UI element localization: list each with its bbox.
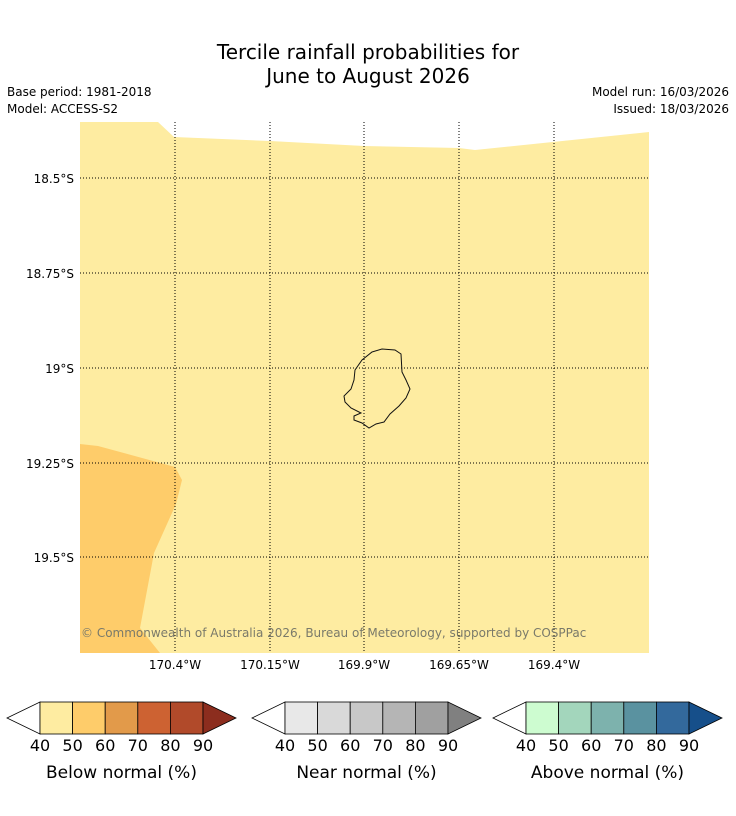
colorbar-max-extension: [688, 701, 723, 735]
colorbar-tick-label: 60: [95, 736, 115, 755]
lat-label: 19°S: [45, 362, 74, 376]
colorbar-legends: 40 50 60 70 80 90 Below normal (%) 40 50 60 70 80 90…: [6, 701, 723, 783]
colorbar-tick-label: 40: [516, 736, 536, 755]
model-run-text: Model run: 16/03/2026: [591, 85, 729, 99]
colorbar-segment: [623, 701, 657, 735]
colorbar-segment: [317, 701, 351, 735]
colorbar-segment: [284, 701, 318, 735]
colorbar-segment: [558, 701, 592, 735]
colorbar-tick-label: 50: [548, 736, 568, 755]
lon-label: 169.65°W: [429, 658, 489, 672]
colorbar-min-extension: [251, 701, 286, 735]
colorbar-label: Below normal (%): [46, 763, 197, 783]
copyright-text: © Commonwealth of Australia 2026, Bureau…: [81, 626, 586, 640]
colorbar-segment: [104, 701, 139, 735]
colorbar-segment: [590, 701, 625, 735]
colorbar-tick-label: 70: [614, 736, 634, 755]
colorbar-tick-label: 60: [340, 736, 360, 755]
colorbar-tick-label: 90: [193, 736, 213, 755]
lon-label: 169.9°W: [338, 658, 390, 672]
colorbar-tick-label: 40: [30, 736, 50, 755]
colorbar-3: 40 50 60 70 80 90 Above normal (%): [492, 701, 723, 783]
lat-label: 18.5°S: [34, 172, 74, 186]
lon-label: 170.4°W: [149, 658, 201, 672]
colorbar-1: 40 50 60 70 80 90 Below normal (%): [6, 701, 237, 783]
latitude-labels: 18.5°S 18.75°S 19°S 19.25°S 19.5°S: [26, 172, 74, 565]
probability-region-50-60: [80, 122, 649, 653]
map-title-line-1: Tercile rainfall probabilities for: [216, 40, 520, 64]
colorbar-tick-label: 80: [160, 736, 180, 755]
colorbar-segment: [72, 701, 106, 735]
colorbar-tick-label: 90: [438, 736, 458, 755]
colorbar-tick-label: 50: [62, 736, 82, 755]
colorbar-tick-label: 50: [307, 736, 327, 755]
probability-region-60-70: [80, 444, 182, 653]
colorbar-segment: [382, 701, 416, 735]
colorbar-segment: [414, 701, 449, 735]
map-area: © Commonwealth of Australia 2026, Bureau…: [80, 122, 649, 653]
colorbar-segment: [349, 701, 384, 735]
colorbar-tick-label: 70: [373, 736, 393, 755]
colorbar-segment: [137, 701, 171, 735]
longitude-labels: 170.4°W 170.15°W 169.9°W 169.65°W 169.4°…: [149, 658, 580, 672]
lat-label: 19.25°S: [26, 457, 74, 471]
colorbar-min-extension: [492, 701, 527, 735]
colorbar-label: Near normal (%): [296, 763, 436, 783]
colorbar-tick-label: 80: [405, 736, 425, 755]
colorbar-segment: [525, 701, 559, 735]
map-title-line-2: June to August 2026: [266, 64, 470, 88]
base-period-text: Base period: 1981-2018: [7, 85, 152, 99]
colorbar-segment: [656, 701, 690, 735]
issued-date-text: Issued: 18/03/2026: [613, 102, 729, 116]
colorbar-tick-label: 80: [646, 736, 666, 755]
colorbar-segment: [39, 701, 73, 735]
colorbar-tick-label: 60: [581, 736, 601, 755]
lat-label: 18.75°S: [26, 267, 74, 281]
model-text: Model: ACCESS-S2: [7, 102, 119, 116]
colorbar-tick-label: 70: [128, 736, 148, 755]
colorbar-tick-label: 90: [679, 736, 699, 755]
lon-label: 170.15°W: [240, 658, 300, 672]
colorbar-tick-label: 40: [275, 736, 295, 755]
lat-label: 19.5°S: [34, 551, 74, 565]
colorbar-max-extension: [202, 701, 237, 735]
lon-label: 169.4°W: [528, 658, 580, 672]
colorbar-label: Above normal (%): [531, 763, 684, 783]
colorbar-min-extension: [6, 701, 41, 735]
niue-island-outline: [343, 348, 411, 429]
colorbar-segment: [169, 701, 204, 735]
colorbar-max-extension: [447, 701, 482, 735]
